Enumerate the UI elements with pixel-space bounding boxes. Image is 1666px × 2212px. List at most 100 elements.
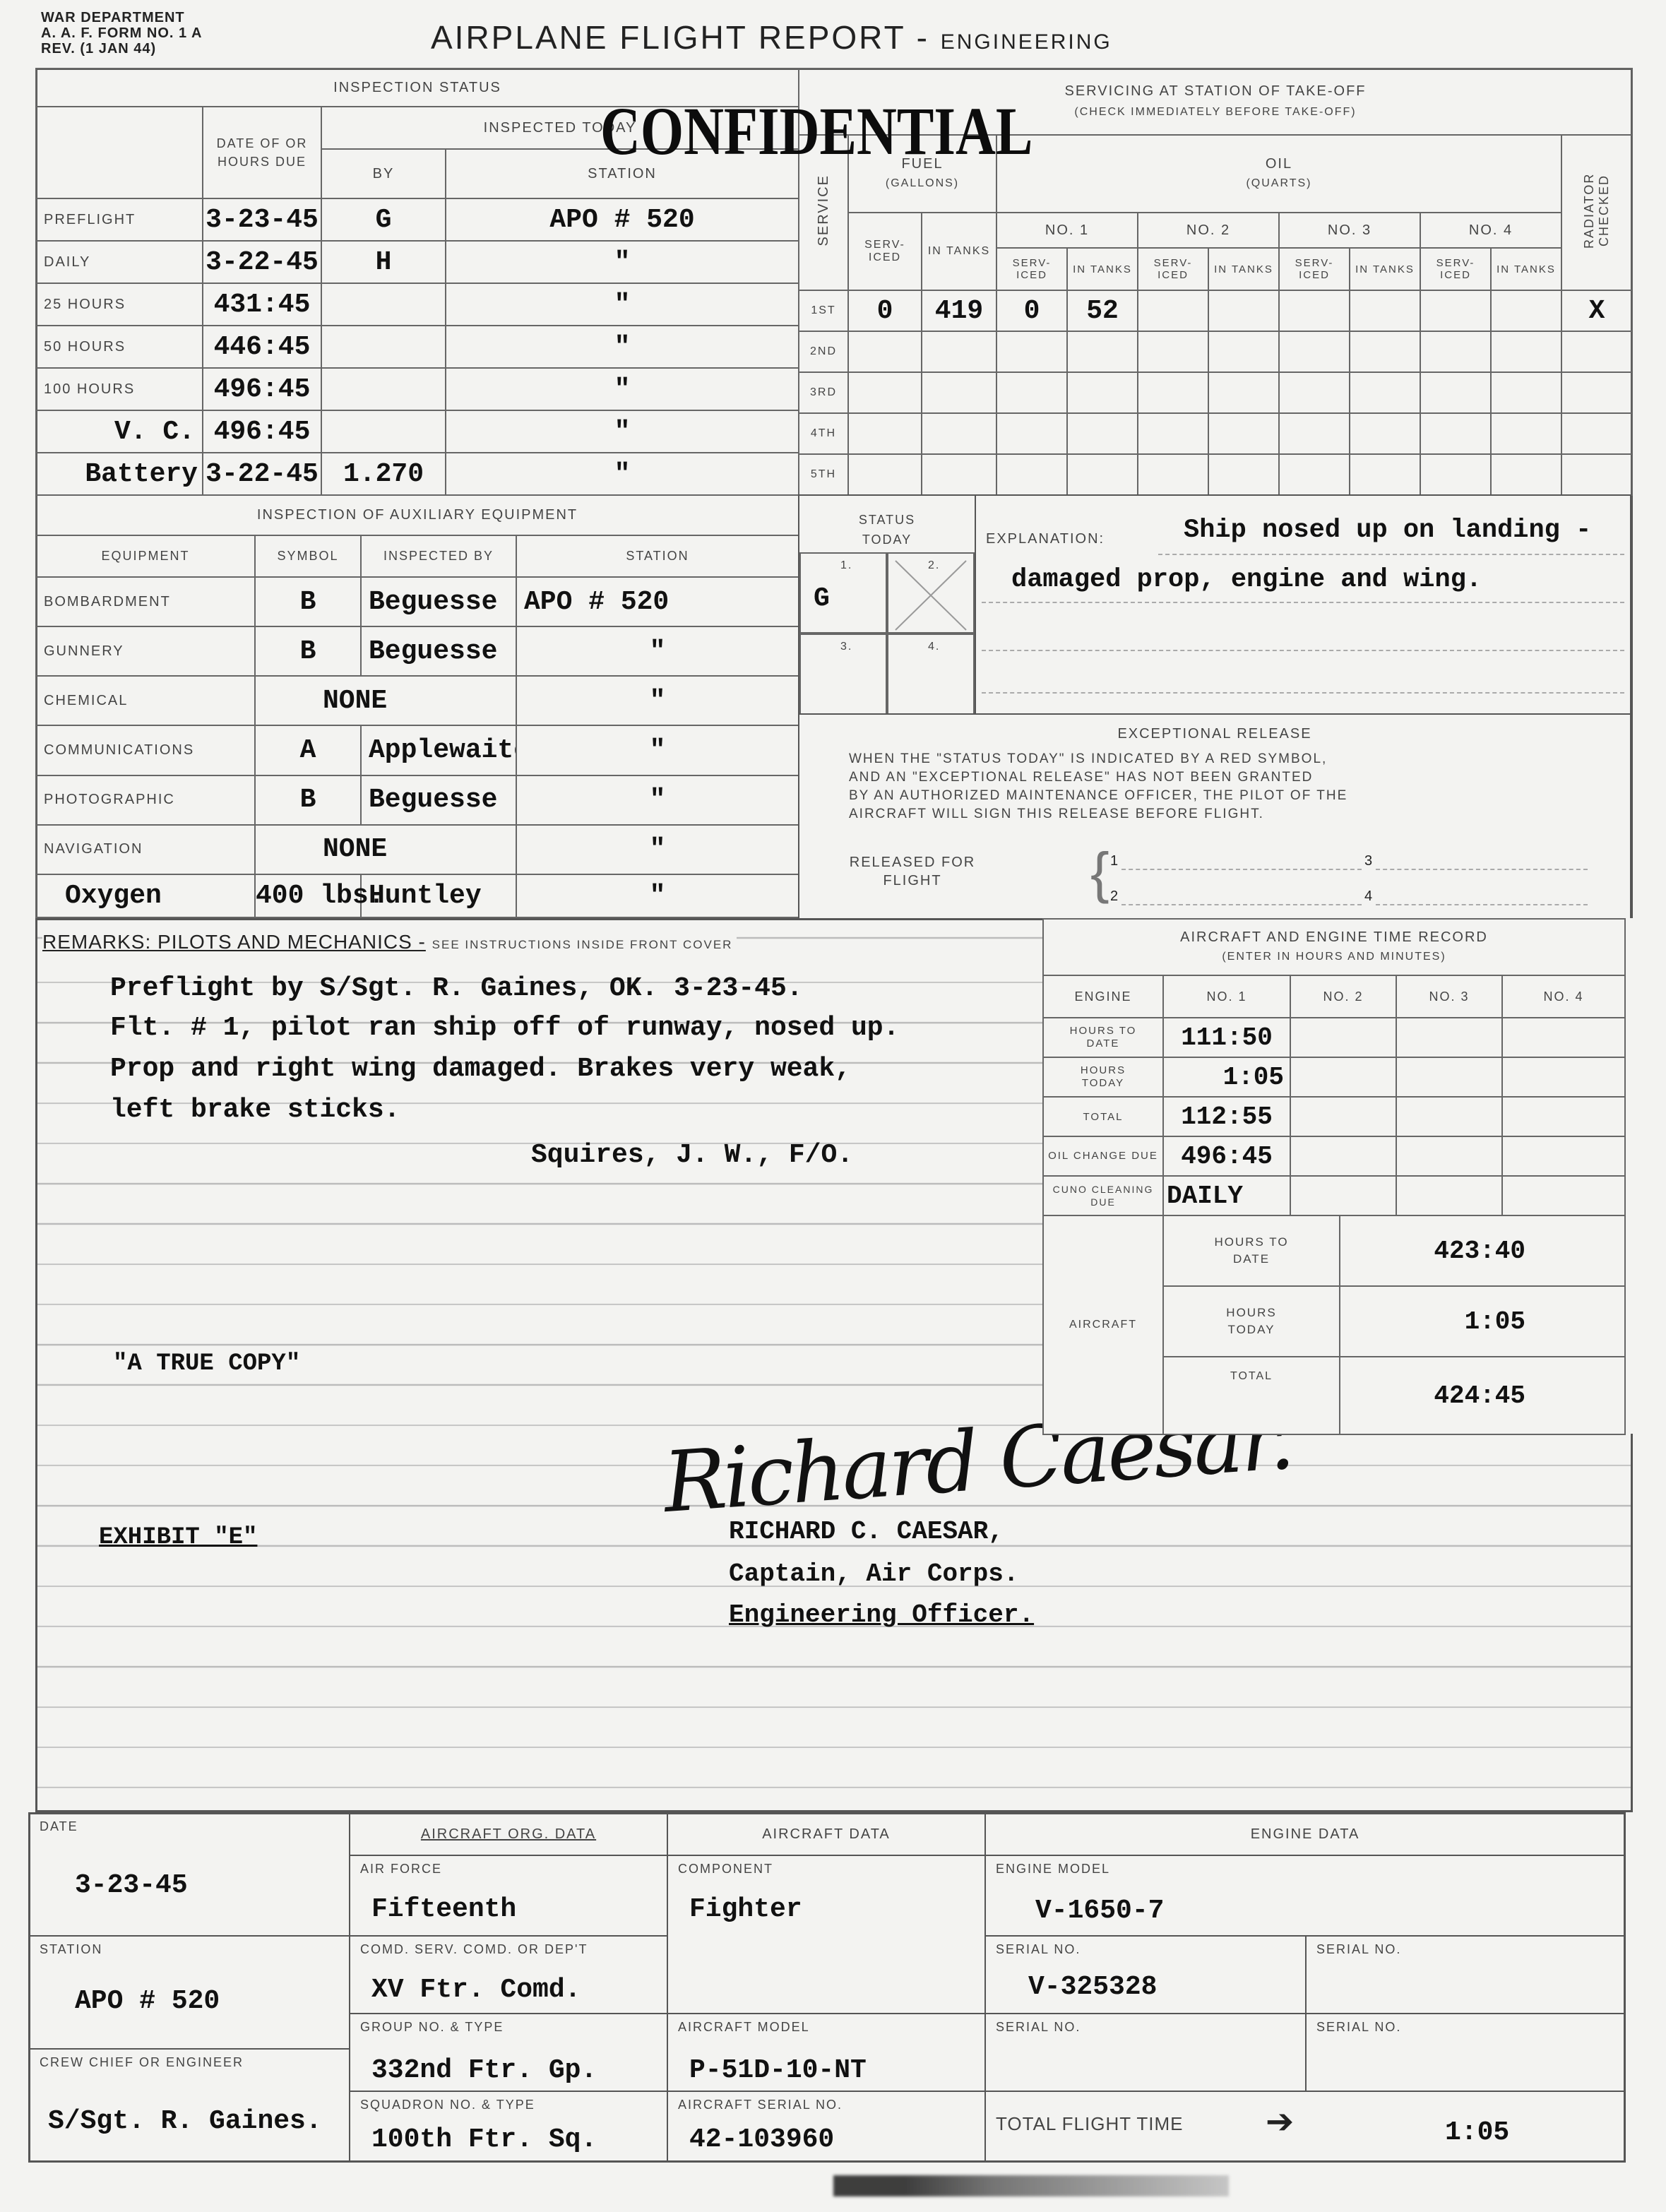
oil-in-tanks-header: IN TANKS bbox=[1208, 247, 1280, 291]
date-due: 496:45 bbox=[202, 410, 322, 453]
equipment-symbol: NONE bbox=[254, 823, 517, 875]
cell-number: 2. bbox=[928, 559, 941, 571]
equipment-symbol: B bbox=[254, 626, 362, 677]
servicing-title-text: SERVICING AT STATION OF TAKE-OFF bbox=[1064, 83, 1367, 99]
status-cell-4: 4. bbox=[887, 634, 975, 715]
slot-number: 1 bbox=[1110, 853, 1119, 869]
confidential-stamp: CONFIDENTIAL bbox=[600, 93, 1033, 169]
date-label: DATE bbox=[40, 1819, 78, 1833]
inspected-by: G bbox=[321, 198, 446, 242]
time-row: HOURS TO DATE 111:50 bbox=[1042, 1017, 1626, 1058]
oil-engine-3-header: NO. 3 bbox=[1278, 212, 1421, 249]
station-cell: STATION APO # 520 bbox=[28, 1935, 350, 2050]
engine-1-value: 496:45 bbox=[1162, 1136, 1291, 1177]
radiator-checked: X bbox=[1560, 290, 1634, 332]
brace-icon: { bbox=[1090, 841, 1109, 904]
station-header: STATION bbox=[515, 534, 800, 578]
form-revision: REV. (1 JAN 44) bbox=[41, 41, 157, 57]
engine-model-value: V-1650-7 bbox=[1035, 1896, 1165, 1926]
equipment-inspector: Beguesse bbox=[360, 626, 517, 677]
aircraft-row-label: TOTAL bbox=[1162, 1356, 1340, 1435]
inspected-by: H bbox=[321, 240, 446, 284]
servicing-title: SERVICING AT STATION OF TAKE-OFF (CHECK I… bbox=[797, 68, 1634, 136]
title-text: AIRPLANE FLIGHT REPORT - bbox=[431, 19, 929, 56]
equipment-name: COMMUNICATIONS bbox=[35, 725, 256, 776]
inspection-title: INSPECTION STATUS bbox=[35, 68, 800, 107]
equipment-station: APO # 520 bbox=[515, 576, 800, 628]
aircraft-row-label: HOURS TO DATE bbox=[1162, 1215, 1340, 1287]
service-header-text: SERVICE bbox=[815, 174, 831, 246]
engine-1-value: DAILY bbox=[1162, 1175, 1291, 1216]
row-label: 50 HOURS bbox=[35, 325, 203, 369]
equipment-inspector: Beguesse bbox=[360, 774, 517, 826]
serial-no-label: SERIAL NO. bbox=[1316, 2020, 1402, 2034]
station: " bbox=[444, 325, 800, 369]
form-number: A. A. F. FORM NO. 1 A bbox=[41, 25, 203, 41]
fuel-in-tanks-header: IN TANKS bbox=[921, 212, 997, 291]
time-record-title: AIRCRAFT AND ENGINE TIME RECORD (ENTER IN… bbox=[1042, 918, 1626, 976]
inspected-by-header: INSPECTED BY bbox=[360, 534, 517, 578]
engine-serial-cell: SERIAL NO. V-325328 bbox=[984, 1935, 1307, 2014]
serial-no-label: SERIAL NO. bbox=[996, 2020, 1081, 2034]
slot-number: 2 bbox=[1110, 888, 1119, 904]
equipment-name: NAVIGATION bbox=[35, 823, 256, 875]
oil-engine-2-header: NO. 2 bbox=[1137, 212, 1280, 249]
service-number: 1ST bbox=[798, 290, 849, 332]
officer-rank: Captain, Air Corps. bbox=[729, 1559, 1019, 1588]
equipment-name: PHOTOGRAPHIC bbox=[35, 774, 256, 826]
inspection-row: DAILY 3-22-45 H " bbox=[35, 240, 800, 284]
station: APO # 520 bbox=[444, 198, 800, 242]
engine-1-value: 1:05 bbox=[1162, 1057, 1291, 1098]
total-flight-time-label: TOTAL FLIGHT TIME bbox=[996, 2113, 1184, 2134]
release-text: WHEN THE "STATUS TODAY" IS INDICATED BY … bbox=[849, 750, 1347, 823]
servicing-row: 2ND bbox=[798, 331, 1634, 373]
inspection-row: 50 HOURS 446:45 " bbox=[35, 325, 800, 369]
date-due: 496:45 bbox=[202, 367, 322, 411]
org-data-header: AIRCRAFT ORG. DATA bbox=[349, 1812, 668, 1856]
oil-engine-1-header: NO. 1 bbox=[996, 212, 1138, 249]
equipment-symbol: 400 lbs. bbox=[254, 873, 384, 919]
aircraft-serial-value: 42-103960 bbox=[689, 2124, 835, 2155]
oil-engine-4-header: NO. 4 bbox=[1420, 212, 1562, 249]
radiator-header: RADIATOR CHECKED bbox=[1560, 134, 1634, 291]
station: " bbox=[444, 452, 800, 496]
engine-2-header: NO. 2 bbox=[1290, 975, 1397, 1018]
time-row: CUNO CLEANING DUE DAILY bbox=[1042, 1175, 1626, 1216]
remarks-line: Prop and right wing damaged. Brakes very… bbox=[110, 1054, 851, 1084]
pilot-signature-typed: Squires, J. W., F/O. bbox=[531, 1140, 854, 1170]
release-signature-lines[interactable]: 1 3 2 4 bbox=[1110, 853, 1590, 910]
slot-number: 4 bbox=[1364, 888, 1373, 904]
page-title: AIRPLANE FLIGHT REPORT - ENGINEERING bbox=[431, 18, 1112, 57]
engine-model-cell: ENGINE MODEL V-1650-7 bbox=[984, 1855, 1626, 1937]
command-value: XV Ftr. Comd. bbox=[371, 1975, 581, 2005]
equipment-name: CHEMICAL bbox=[35, 675, 256, 727]
officer-title: Engineering Officer. bbox=[729, 1600, 1035, 1629]
time-record-table: AIRCRAFT AND ENGINE TIME RECORD (ENTER IN… bbox=[1042, 918, 1626, 1216]
aircraft-model-value: P-51D-10-NT bbox=[689, 2055, 867, 2086]
fuel-header: FUEL (GALLONS) bbox=[847, 134, 997, 213]
aircraft-model-cell: AIRCRAFT MODEL P-51D-10-NT bbox=[667, 2013, 986, 2092]
cross-mark-icon bbox=[895, 560, 967, 631]
engine-data-title: ENGINE DATA bbox=[1250, 1826, 1360, 1842]
engine-serial-cell-2: SERIAL NO. bbox=[1305, 1935, 1626, 2014]
equipment-inspector: Huntley bbox=[360, 873, 517, 919]
service-number: 2ND bbox=[798, 331, 849, 373]
equipment-station: " bbox=[515, 774, 800, 826]
inspection-row: Battery 3-22-45 1.270 " bbox=[35, 452, 800, 496]
equipment-inspector: Applewaite bbox=[360, 725, 517, 776]
date-cell: DATE 3-23-45 bbox=[28, 1812, 350, 1937]
engine-serial-value: V-325328 bbox=[1028, 1972, 1158, 2002]
total-flight-time-cell: TOTAL FLIGHT TIME ➔ 1:05 bbox=[984, 2091, 1626, 2163]
aircraft-data-header: AIRCRAFT DATA bbox=[667, 1812, 986, 1856]
equipment-station: " bbox=[515, 873, 800, 919]
time-record-subtitle: (ENTER IN HOURS AND MINUTES) bbox=[1222, 951, 1446, 963]
exhibit-label: EXHIBIT "E" bbox=[99, 1524, 258, 1551]
auxiliary-equipment-table: INSPECTION OF AUXILIARY EQUIPMENT EQUIPM… bbox=[35, 494, 800, 919]
time-row-label: HOURS TODAY bbox=[1042, 1057, 1164, 1098]
release-text-line: AIRCRAFT WILL SIGN THIS RELEASE BEFORE F… bbox=[849, 807, 1264, 821]
aircraft-serial-cell: AIRCRAFT SERIAL NO. 42-103960 bbox=[667, 2091, 986, 2163]
row-label: 100 HOURS bbox=[35, 367, 203, 411]
time-row-label: TOTAL bbox=[1042, 1096, 1164, 1137]
servicing-row: 3RD bbox=[798, 371, 1634, 414]
equipment-row: COMMUNICATIONS A Applewaite " bbox=[35, 725, 800, 776]
